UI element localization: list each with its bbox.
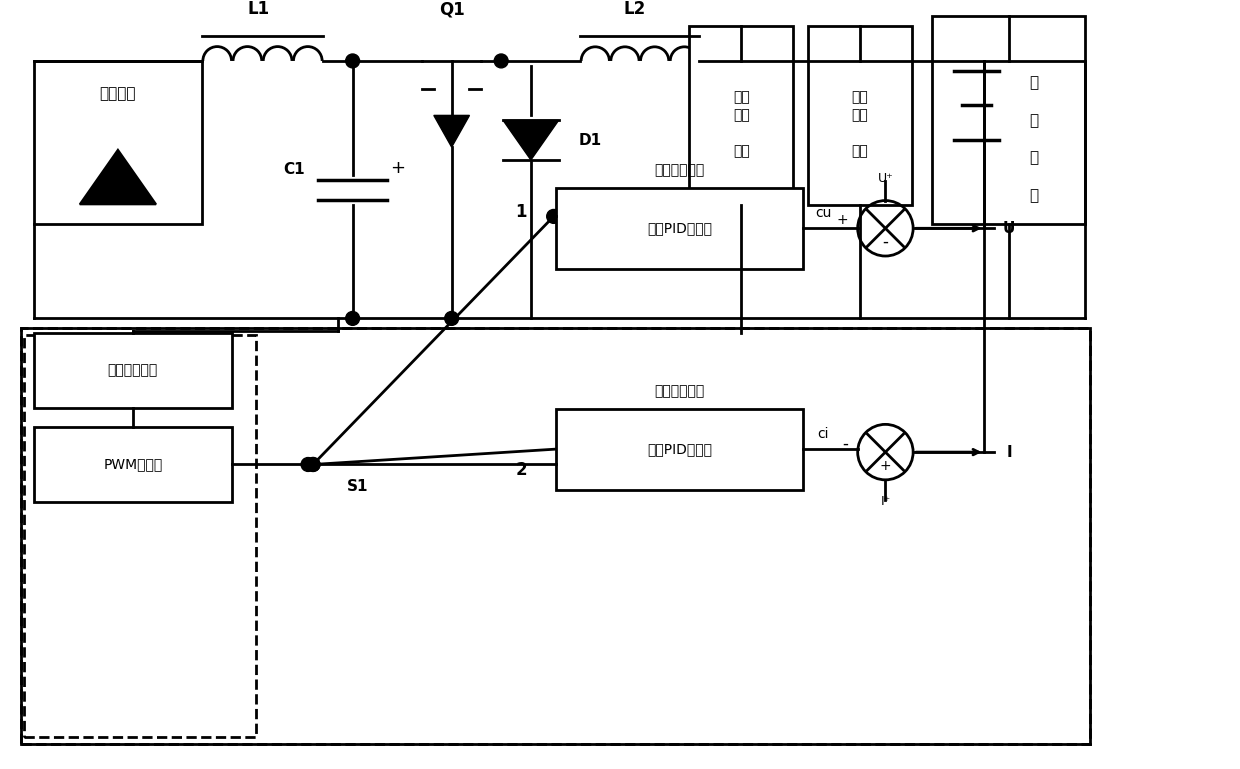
Text: 1: 1 xyxy=(516,204,527,221)
Text: 池: 池 xyxy=(1029,151,1038,165)
Text: 电流调节环路: 电流调节环路 xyxy=(655,384,704,398)
Text: PWM发生器: PWM发生器 xyxy=(103,458,162,471)
Circle shape xyxy=(301,458,315,471)
Text: L2: L2 xyxy=(624,1,646,18)
Text: 采样: 采样 xyxy=(852,108,868,122)
Text: 2: 2 xyxy=(515,461,527,479)
Circle shape xyxy=(445,311,459,325)
Text: 第一PID调节器: 第一PID调节器 xyxy=(647,221,712,235)
FancyBboxPatch shape xyxy=(932,16,1085,225)
Text: 第二PID调节器: 第二PID调节器 xyxy=(647,442,712,456)
Text: 采样: 采样 xyxy=(733,108,750,122)
Text: S1: S1 xyxy=(347,479,368,494)
FancyBboxPatch shape xyxy=(808,26,913,205)
FancyBboxPatch shape xyxy=(33,61,202,225)
FancyBboxPatch shape xyxy=(33,333,232,408)
Text: 模块: 模块 xyxy=(852,144,868,158)
Text: +: + xyxy=(879,459,892,473)
Circle shape xyxy=(346,54,360,68)
Text: 光伏组件: 光伏组件 xyxy=(99,86,136,101)
Text: +: + xyxy=(836,213,848,228)
Text: -: - xyxy=(842,435,848,453)
Text: C1: C1 xyxy=(284,162,305,178)
Text: 蓄: 蓄 xyxy=(1029,75,1038,90)
Text: I: I xyxy=(1007,444,1012,460)
Bar xyxy=(24,335,255,737)
Text: 模块: 模块 xyxy=(733,144,750,158)
Text: D1: D1 xyxy=(578,133,601,148)
Circle shape xyxy=(495,54,508,68)
Circle shape xyxy=(547,209,560,223)
Text: 电: 电 xyxy=(1029,113,1038,128)
FancyBboxPatch shape xyxy=(689,26,794,205)
Text: U⁺: U⁺ xyxy=(878,172,893,185)
Circle shape xyxy=(306,458,320,471)
Text: 电流: 电流 xyxy=(852,91,868,105)
Text: Q1: Q1 xyxy=(439,1,465,18)
Polygon shape xyxy=(79,150,156,205)
FancyBboxPatch shape xyxy=(556,188,804,269)
Text: -: - xyxy=(883,233,888,251)
Circle shape xyxy=(306,458,320,471)
Polygon shape xyxy=(434,115,470,147)
Text: L1: L1 xyxy=(248,1,269,18)
Text: U: U xyxy=(1003,221,1016,236)
Bar xyxy=(21,328,1090,744)
FancyBboxPatch shape xyxy=(556,408,804,490)
Text: I⁺: I⁺ xyxy=(880,495,890,508)
Circle shape xyxy=(346,311,360,325)
Text: cu: cu xyxy=(815,206,831,221)
Polygon shape xyxy=(503,121,558,160)
Text: ci: ci xyxy=(817,428,828,441)
Text: 电压调节环路: 电压调节环路 xyxy=(655,163,704,177)
Text: 组: 组 xyxy=(1029,188,1038,203)
Text: 隔离驱动模块: 隔离驱动模块 xyxy=(108,364,157,378)
Text: 电压: 电压 xyxy=(733,91,750,105)
Text: +: + xyxy=(389,159,404,177)
FancyBboxPatch shape xyxy=(33,428,232,501)
